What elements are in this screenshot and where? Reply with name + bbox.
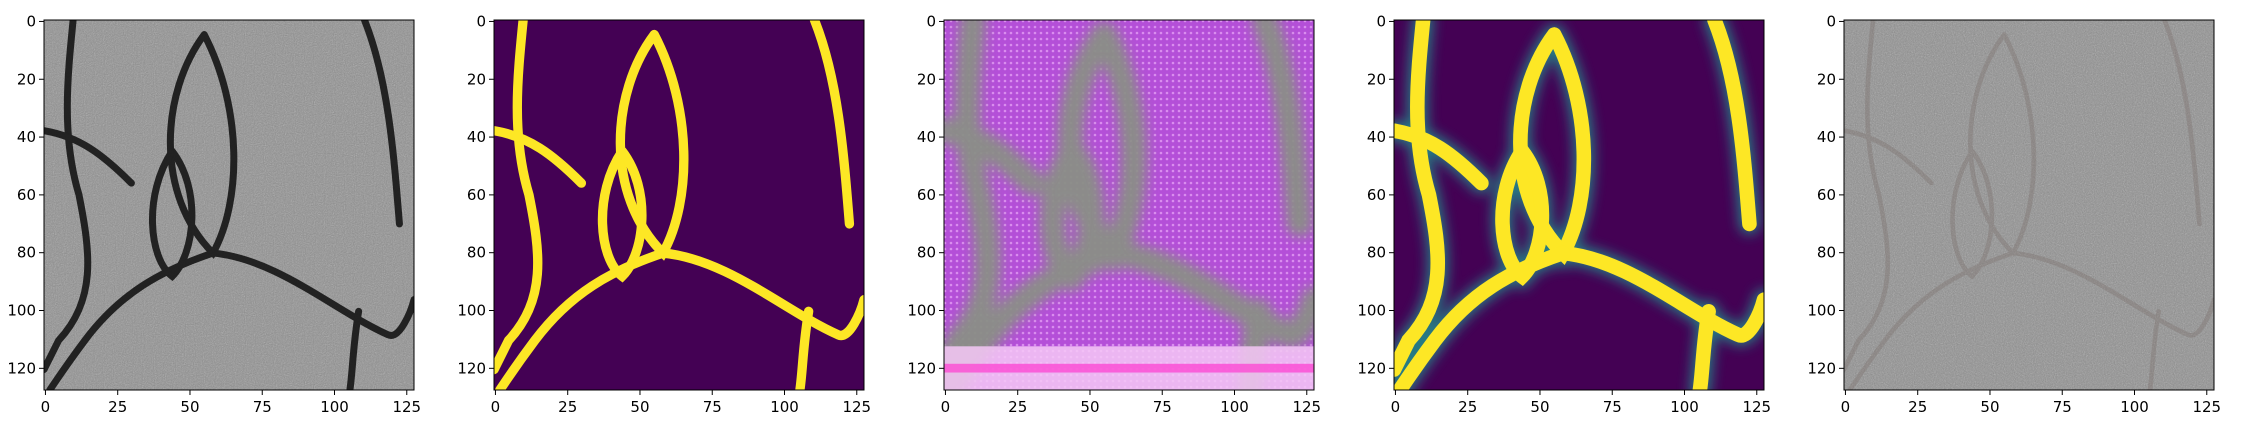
- x-tick-label: 100: [1220, 398, 1249, 416]
- y-tick-label: 40: [17, 128, 36, 146]
- axes-frame: [43, 19, 415, 391]
- x-tick-label: 100: [770, 398, 799, 416]
- image-feature: [944, 20, 1314, 390]
- x-tick-label: 25: [108, 398, 127, 416]
- x-tick-label: 75: [1603, 398, 1622, 416]
- y-tick-label: 100: [907, 302, 936, 320]
- x-tick-label: 25: [1008, 398, 1027, 416]
- image-mask: [494, 20, 864, 390]
- image-photo: [44, 20, 414, 390]
- x-tick-label: 125: [842, 398, 871, 416]
- y-tick-label: 0: [26, 12, 36, 30]
- panel-svg-feature: 0 25 50 75 100 125 0 20 40 60 80 100 120: [907, 12, 1321, 416]
- y-tick-label: 20: [17, 70, 36, 88]
- x-tick-label: 100: [2120, 398, 2149, 416]
- y-tick-label: 120: [1357, 359, 1386, 377]
- x-tick-label: 75: [703, 398, 722, 416]
- x-tick-label: 25: [1908, 398, 1927, 416]
- panel-svg-mask: 0 25 50 75 100 125 0 20 40 60 80 100 120: [457, 12, 871, 416]
- panel-svg-overlay: 0 25 50 75 100 125 0 20 40 60 80 100 120: [1807, 12, 2221, 416]
- y-tick-label: 100: [7, 302, 36, 320]
- axes-frame: [943, 19, 1315, 391]
- y-tick-label: 60: [467, 186, 486, 204]
- y-tick-label: 0: [476, 12, 486, 30]
- y-tick-label: 120: [907, 359, 936, 377]
- image-overlay: [1844, 20, 2214, 390]
- x-tick-label: 0: [41, 398, 51, 416]
- x-tick-label: 75: [1153, 398, 1172, 416]
- x-tick-label: 0: [1841, 398, 1851, 416]
- y-tick-label: 80: [17, 244, 36, 262]
- x-tick-label: 50: [1080, 398, 1099, 416]
- y-tick-label: 80: [917, 244, 936, 262]
- y-tick-label: 60: [917, 186, 936, 204]
- x-tick-label: 125: [2192, 398, 2221, 416]
- y-tick-label: 80: [1367, 244, 1386, 262]
- y-tick-label: 20: [917, 70, 936, 88]
- y-tick-label: 120: [7, 359, 36, 377]
- panel-svg-prediction: 0 25 50 75 100 125 0 20 40 60 80 100 120: [1357, 12, 1771, 416]
- y-tick-label: 40: [1817, 128, 1836, 146]
- panel-mask: 0 25 50 75 100 125 0 20 40 60 80 100 120: [450, 0, 890, 440]
- axes-frame: [1393, 19, 1765, 391]
- y-tick-label: 40: [1367, 128, 1386, 146]
- x-tick-label: 50: [1980, 398, 1999, 416]
- y-tick-label: 20: [1817, 70, 1836, 88]
- x-tick-label: 125: [392, 398, 421, 416]
- y-tick-label: 20: [467, 70, 486, 88]
- panel-overlay: 0 25 50 75 100 125 0 20 40 60 80 100 120: [1800, 0, 2240, 440]
- y-tick-label: 120: [1807, 359, 1836, 377]
- x-tick-label: 0: [491, 398, 501, 416]
- x-tick-label: 25: [558, 398, 577, 416]
- y-tick-label: 0: [1826, 12, 1836, 30]
- y-tick-label: 40: [917, 128, 936, 146]
- y-tick-label: 60: [17, 186, 36, 204]
- x-tick-label: 125: [1742, 398, 1771, 416]
- y-tick-label: 120: [457, 359, 486, 377]
- axes-frame: [493, 19, 865, 391]
- x-tick-label: 100: [1670, 398, 1699, 416]
- y-tick-label: 0: [1376, 12, 1386, 30]
- x-tick-label: 75: [253, 398, 272, 416]
- panel-feature: 0 25 50 75 100 125 0 20 40 60 80 100 120: [900, 0, 1340, 440]
- y-tick-label: 100: [1357, 302, 1386, 320]
- y-tick-label: 20: [1367, 70, 1386, 88]
- panel-svg-photo: 0 25 50 75 100 125 0 20 40 60 80 100 120: [7, 12, 421, 416]
- x-tick-label: 25: [1458, 398, 1477, 416]
- y-tick-label: 80: [467, 244, 486, 262]
- image-prediction: [1394, 20, 1764, 390]
- y-tick-label: 40: [467, 128, 486, 146]
- y-tick-label: 100: [1807, 302, 1836, 320]
- panel-photo: 0 25 50 75 100 125 0 20 40 60 80 100 120: [0, 0, 440, 440]
- y-tick-label: 60: [1817, 186, 1836, 204]
- y-tick-label: 80: [1817, 244, 1836, 262]
- x-tick-label: 50: [1530, 398, 1549, 416]
- x-tick-label: 0: [1391, 398, 1401, 416]
- axes-frame: [1843, 19, 2215, 391]
- y-tick-label: 0: [926, 12, 936, 30]
- x-tick-label: 100: [320, 398, 349, 416]
- x-tick-label: 50: [630, 398, 649, 416]
- y-tick-label: 100: [457, 302, 486, 320]
- y-tick-label: 60: [1367, 186, 1386, 204]
- panel-prediction: 0 25 50 75 100 125 0 20 40 60 80 100 120: [1350, 0, 1790, 440]
- x-tick-label: 0: [941, 398, 951, 416]
- x-tick-label: 75: [2053, 398, 2072, 416]
- x-tick-label: 125: [1292, 398, 1321, 416]
- x-tick-label: 50: [180, 398, 199, 416]
